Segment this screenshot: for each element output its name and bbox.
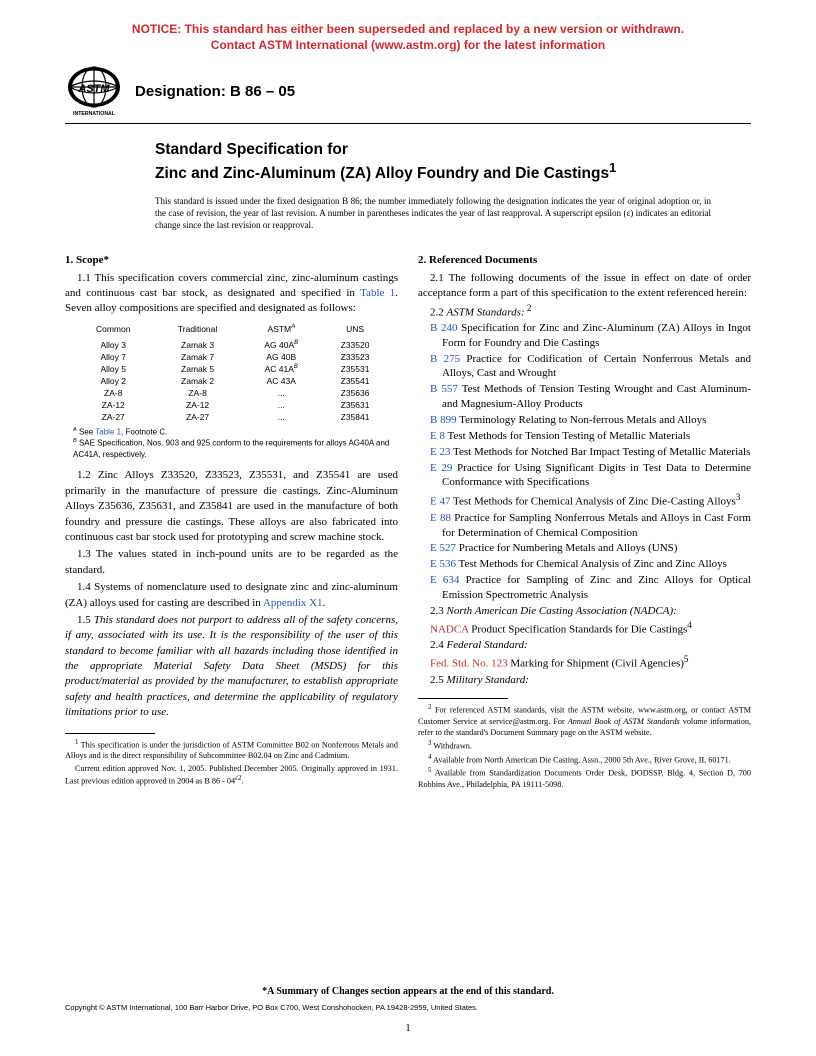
para-1-5: 1.5 This standard does not purport to ad… [65, 613, 398, 721]
table-row: Alloy 3Zamak 3AG 40ABZ33520 [73, 339, 389, 351]
table-row: ZA-12ZA-12...Z35631 [73, 399, 389, 411]
table-footnotes: A See Table 1, Footnote C. B SAE Specifi… [73, 427, 398, 461]
col-common: Common [73, 322, 153, 339]
col-traditional: Traditional [153, 322, 242, 339]
header-row: ASTM INTERNATIONAL Designation: B 86 – 0… [65, 65, 751, 117]
para-2-4: 2.4 Federal Standard: [418, 639, 751, 651]
ref-item: B 899 Terminology Relating to Non-ferrou… [442, 413, 751, 428]
astm-ref-list: B 240 Specification for Zinc and Zinc-Al… [418, 321, 751, 603]
svg-text:ASTM: ASTM [77, 83, 110, 95]
ref-item: B 240 Specification for Zinc and Zinc-Al… [442, 321, 751, 351]
table-row: ZA-27ZA-27...Z35841 [73, 411, 389, 423]
para-2-5: 2.5 Military Standard: [418, 674, 751, 686]
refs-heading: 2. Referenced Documents [418, 254, 751, 266]
table-row: ZA-8ZA-8...Z35636 [73, 387, 389, 399]
ref-code-link[interactable]: E 88 [430, 512, 451, 524]
para-2-2: 2.2 ASTM Standards: 2 [418, 303, 751, 319]
ref-code-link[interactable]: E 527 [430, 542, 456, 554]
table1-footnote-link[interactable]: Table 1 [95, 427, 121, 436]
ref-code-link[interactable]: E 8 [430, 430, 445, 442]
col-uns: UNS [320, 322, 389, 339]
left-column: 1. Scope* 1.1 This specification covers … [65, 254, 398, 792]
ref-item: E 634 Practice for Sampling of Zinc and … [442, 573, 751, 603]
ref-item: E 47 Test Methods for Chemical Analysis … [442, 491, 751, 510]
page-footer: *A Summary of Changes section appears at… [65, 986, 751, 1034]
alloy-table: Common Traditional ASTMA UNS Alloy 3Zama… [73, 322, 389, 423]
left-footnote-rule [65, 733, 155, 734]
right-footnote-rule [418, 698, 508, 699]
right-column: 2. Referenced Documents 2.1 The followin… [418, 254, 751, 792]
ref-code-link[interactable]: B 557 [430, 383, 458, 395]
footnote-4: 4 Available from North American Die Cast… [418, 753, 751, 766]
designation: Designation: B 86 – 05 [135, 83, 295, 100]
ref-nadca: NADCA Product Specification Standards fo… [442, 619, 751, 638]
svg-text:INTERNATIONAL: INTERNATIONAL [73, 111, 116, 117]
ref-code-link[interactable]: B 240 [430, 322, 457, 334]
ref-item: E 8 Test Methods for Tension Testing of … [442, 429, 751, 444]
ref-item: E 536 Test Methods for Chemical Analysis… [442, 557, 751, 572]
para-1-3: 1.3 The values stated in inch-pound unit… [65, 547, 398, 578]
header-rule [65, 123, 751, 124]
ref-item: B 557 Test Methods of Tension Testing Wr… [442, 382, 751, 412]
para-1-2: 1.2 Zinc Alloys Z33520, Z33523, Z35531, … [65, 468, 398, 545]
table-row: Alloy 5Zamak 5AC 41ABZ35531 [73, 363, 389, 375]
ref-code-link[interactable]: E 23 [430, 446, 450, 458]
issuance-note: This standard is issued under the fixed … [155, 195, 711, 231]
ref-code-link[interactable]: E 634 [430, 574, 459, 586]
para-1-1: 1.1 This specification covers commercial… [65, 271, 398, 317]
copyright-line: Copyright © ASTM International, 100 Barr… [65, 1003, 751, 1012]
ref-item: E 88 Practice for Sampling Nonferrous Me… [442, 511, 751, 541]
summary-of-changes-note: *A Summary of Changes section appears at… [65, 986, 751, 997]
ref-code-link[interactable]: B 275 [430, 353, 460, 365]
two-column-body: 1. Scope* 1.1 This specification covers … [65, 254, 751, 792]
footnote-5: 5 Available from Standardization Documen… [418, 766, 751, 790]
standard-title: Standard Specification for Zinc and Zinc… [155, 140, 751, 183]
appendix-x1-link[interactable]: Appendix X1 [263, 597, 323, 609]
ref-code-link[interactable]: E 536 [430, 558, 456, 570]
para-2-3: 2.3 North American Die Casting Associati… [418, 605, 751, 617]
astm-logo-icon: ASTM INTERNATIONAL [65, 65, 123, 117]
scope-heading: 1. Scope* [65, 254, 398, 266]
supersession-notice: NOTICE: This standard has either been su… [65, 22, 751, 53]
ref-item: E 527 Practice for Numbering Metals and … [442, 541, 751, 556]
footnote-2: 2 For referenced ASTM standards, visit t… [418, 703, 751, 738]
ref-item: B 275 Practice for Codification of Certa… [442, 352, 751, 382]
ref-code-link[interactable]: E 47 [430, 496, 450, 508]
table1-link[interactable]: Table 1 [360, 287, 395, 299]
table-row: Alloy 2Zamak 2AC 43AZ35541 [73, 375, 389, 387]
col-astm: ASTMA [242, 322, 320, 339]
ref-code-link[interactable]: B 899 [430, 414, 457, 426]
page-number: 1 [65, 1022, 751, 1034]
footnote-1b: Current edition approved Nov. 1, 2005. P… [65, 763, 398, 787]
ref-item: E 23 Test Methods for Notched Bar Impact… [442, 445, 751, 460]
ref-item: E 29 Practice for Using Significant Digi… [442, 461, 751, 491]
footnote-3: 3 Withdrawn. [418, 739, 751, 752]
para-2-1: 2.1 The following documents of the issue… [418, 271, 751, 302]
ref-fed: Fed. Std. No. 123 Marking for Shipment (… [442, 653, 751, 672]
table-row: Alloy 7Zamak 7AG 40BZ33523 [73, 351, 389, 363]
ref-code-link[interactable]: E 29 [430, 462, 452, 474]
footnote-1: 1 This specification is under the jurisd… [65, 738, 398, 762]
para-1-4: 1.4 Systems of nomenclature used to desi… [65, 580, 398, 611]
